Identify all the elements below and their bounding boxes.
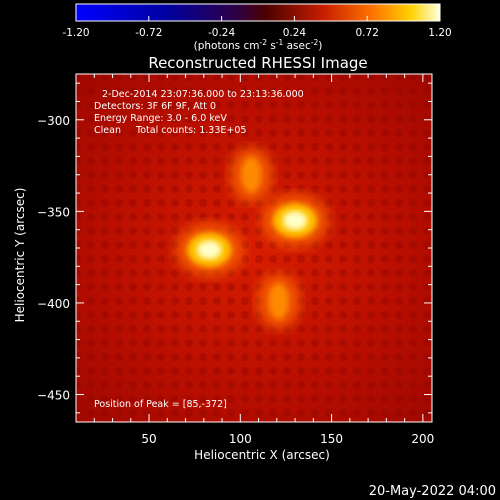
heatmap-sources xyxy=(175,146,330,330)
heatmap-ripple xyxy=(76,74,432,422)
source-body xyxy=(241,156,262,193)
annotation-energy-range: Energy Range: 3.0 - 6.0 keV xyxy=(94,113,227,124)
y-axis-label: Heliocentric Y (arcsec) xyxy=(13,188,27,323)
heatmap-image xyxy=(76,74,432,422)
y-tick-label: −300 xyxy=(37,114,70,128)
annotation-detectors: Detectors: 3F 6F 9F, Att 0 xyxy=(94,101,216,112)
colorbar-tick-label: -1.20 xyxy=(62,27,89,39)
x-tick-label: 200 xyxy=(411,432,434,446)
x-axis-ticks: 50 100 150 200 xyxy=(93,74,434,446)
footer-timestamp: 20-May-2022 04:00 xyxy=(369,484,496,499)
chart-title: Reconstructed RHESSI Image xyxy=(148,54,367,72)
source-core xyxy=(197,240,222,260)
y-axis-ticks: −300 −350 −400 −450 xyxy=(37,82,432,414)
source-body xyxy=(268,283,289,320)
annotation-time-range: 2-Dec-2014 23:07:36.000 to 23:13:36.000 xyxy=(102,89,304,100)
source-core xyxy=(282,211,308,230)
colorbar-tick-label: 0.24 xyxy=(283,27,307,39)
colorbar-frame xyxy=(75,3,441,22)
colorbar: -1.20 -0.72 -0.24 0.24 0.72 1.20 (photons cm-… xyxy=(62,3,452,52)
colorbar-ticks: -1.20 -0.72 -0.24 0.24 0.72 1.20 xyxy=(62,16,452,39)
x-tick-label: 150 xyxy=(320,432,343,446)
x-axis-label: Heliocentric X (arcsec) xyxy=(194,448,330,462)
annotation-clean-counts: Clean Total counts: 1.33E+05 xyxy=(94,125,246,136)
annotation-block: 2-Dec-2014 23:07:36.000 to 23:13:36.000 … xyxy=(94,89,304,136)
colorbar-tick-label: 0.72 xyxy=(356,27,379,39)
y-tick-label: −400 xyxy=(37,297,70,311)
colorbar-tick-label: 1.20 xyxy=(428,27,451,39)
colorbar-tick-label: -0.24 xyxy=(208,27,235,39)
y-tick-label: −450 xyxy=(37,389,70,403)
x-tick-label: 100 xyxy=(229,432,252,446)
colorbar-tick-label: -0.72 xyxy=(135,27,162,39)
peak-position-label: Position of Peak = [85,-372] xyxy=(94,399,227,410)
x-tick-label: 50 xyxy=(141,432,156,446)
colorbar-unit-label: (photons cm-2 s-1 asec-2) xyxy=(194,38,323,52)
y-tick-label: −350 xyxy=(37,205,70,219)
colorbar-gradient xyxy=(76,4,440,21)
